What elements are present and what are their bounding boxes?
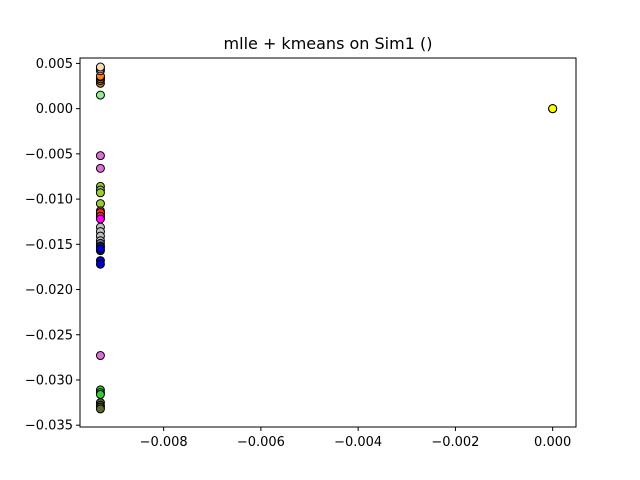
- x-tick-label: −0.002: [431, 435, 479, 450]
- data-point: [95, 214, 105, 224]
- x-tick-label: −0.008: [140, 435, 188, 450]
- data-point: [95, 151, 105, 161]
- x-tick-label: −0.006: [237, 435, 285, 450]
- chart-title: mlle + kmeans on Sim1 (): [224, 34, 433, 53]
- data-point: [95, 90, 105, 100]
- data-point: [95, 389, 105, 399]
- data-point: [95, 351, 105, 361]
- y-tick-label: 0.000: [36, 102, 73, 117]
- y-tick-label: −0.005: [25, 147, 73, 162]
- data-point: [95, 163, 105, 173]
- data-point: [95, 188, 105, 198]
- y-tick-label: −0.030: [25, 373, 73, 388]
- y-tick-label: 0.005: [36, 57, 73, 72]
- data-point: [548, 104, 558, 114]
- data-point: [95, 404, 105, 414]
- points-layer: [95, 62, 558, 414]
- plot-frame: [79, 57, 577, 428]
- y-tick-label: −0.020: [25, 283, 73, 298]
- x-tick-label: −0.004: [334, 435, 382, 450]
- y-tick-label: −0.015: [25, 238, 73, 253]
- y-tick-label: −0.025: [25, 328, 73, 343]
- x-tick-label: 0.000: [534, 435, 571, 450]
- y-tick-label: −0.035: [25, 419, 73, 434]
- x-axis: −0.008 −0.006 −0.004 −0.002 0.000: [140, 427, 571, 450]
- data-point: [95, 244, 105, 254]
- data-point: [95, 259, 105, 269]
- y-axis: 0.005 0.000 −0.005 −0.010 −0.015 −0.020 −0.025…: [25, 57, 80, 434]
- y-tick-label: −0.010: [25, 193, 73, 208]
- data-point: [95, 62, 105, 72]
